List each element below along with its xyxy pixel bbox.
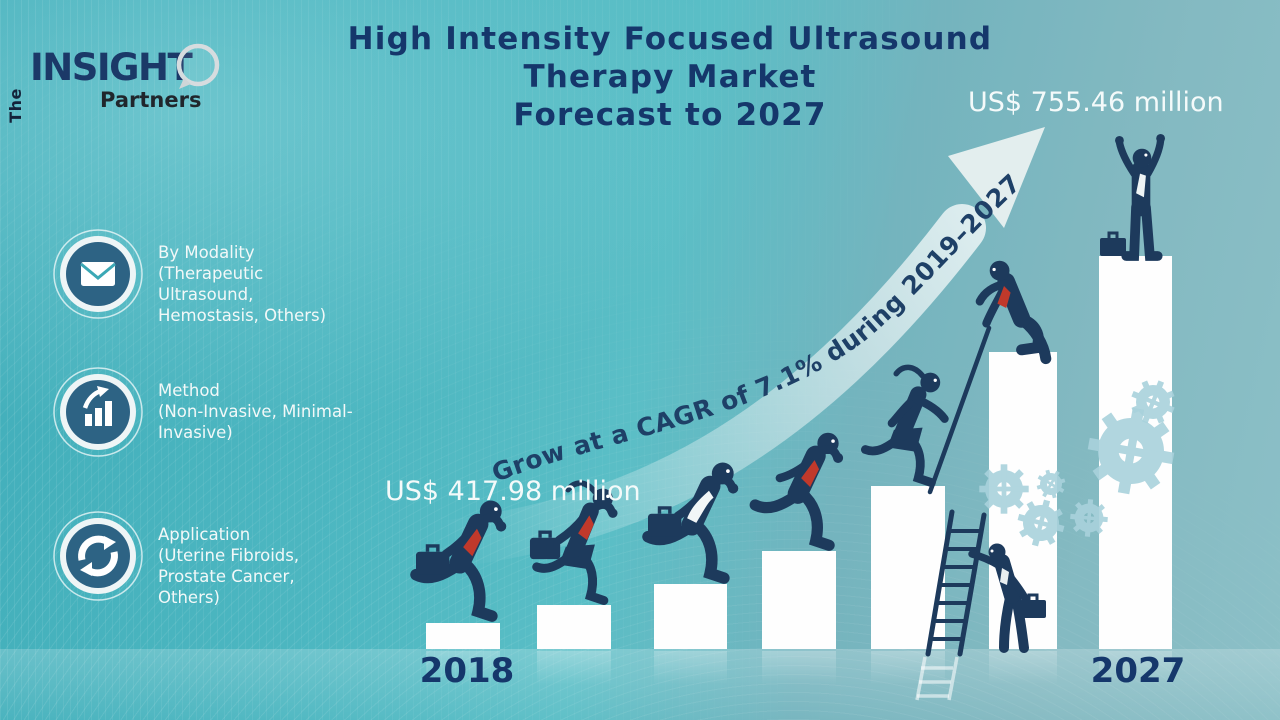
title-line-1: High Intensity Focused Ultrasound — [347, 21, 993, 57]
briefcase-icon — [416, 544, 450, 575]
businessman-runner-1 — [410, 500, 507, 622]
growth-chart-icon — [53, 367, 143, 457]
businesswoman-runner — [529, 480, 618, 605]
end-value-label: US$ 755.46 million — [968, 87, 1224, 118]
businessman-runner-3 — [749, 432, 844, 551]
bar — [426, 623, 500, 649]
briefcase-icon — [1020, 593, 1046, 618]
ladder-reflection — [915, 656, 959, 701]
segment-title: Method — [158, 381, 220, 400]
logo-word-partners: Partners — [100, 88, 202, 112]
bar — [654, 584, 727, 649]
red-tie — [578, 515, 594, 541]
arrow-head — [948, 127, 1045, 228]
ladder — [915, 325, 992, 701]
gear-icon — [979, 464, 1028, 513]
red-tie — [997, 286, 1011, 308]
segment-detail: (Non-Invasive, Minimal-Invasive) — [158, 402, 353, 442]
segment-label: By Modality (Therapeutic Ultrasound, Hem… — [158, 228, 340, 326]
page-title: High Intensity Focused Ultrasound Therap… — [220, 20, 1120, 134]
businesswoman-runner-2 — [860, 364, 949, 487]
ponytail — [893, 364, 926, 379]
growth-arrow — [416, 127, 1045, 569]
climbing-pole — [927, 325, 992, 495]
segment-label: Application (Uterine Fibroids, Prostate … — [158, 510, 346, 608]
segment-label: Method (Non-Invasive, Minimal-Invasive) — [158, 366, 390, 443]
bar — [762, 551, 836, 649]
bar — [537, 605, 611, 649]
title-line-3: Forecast to 2027 — [513, 97, 827, 133]
segment-title: By Modality — [158, 243, 255, 262]
segment-item-method: Method (Non-Invasive, Minimal-Invasive) — [52, 366, 390, 458]
businessman-runner-2 — [642, 462, 739, 584]
magnifier-icon — [176, 43, 220, 89]
celebrating-businessman — [1115, 133, 1166, 261]
red-tie — [463, 528, 482, 557]
white-tie — [1000, 568, 1009, 585]
logo-word-insight: INSIGHT — [30, 46, 193, 89]
end-year-label: 2027 — [1091, 651, 1186, 691]
briefcase-icon — [1100, 231, 1126, 256]
logo-word-the: The — [5, 88, 25, 123]
title-line-2: Therapy Market — [523, 59, 817, 95]
start-value-label: US$ 417.98 million — [385, 476, 641, 507]
white-tie — [1136, 173, 1146, 198]
start-year-label: 2018 — [420, 651, 515, 691]
circular-arrows-icon — [53, 511, 143, 601]
briefcase-icon — [648, 506, 682, 537]
briefcase-icon — [529, 530, 561, 560]
ladder-holding-businessman — [968, 543, 1046, 653]
ponytail — [565, 480, 598, 495]
bar-reflections — [426, 651, 1172, 685]
segment-item-application: Application (Uterine Fibroids, Prostate … — [52, 510, 346, 608]
insight-partners-logo: The INSIGHT Partners — [5, 38, 228, 126]
white-tie — [687, 490, 714, 523]
segment-item-modality: By Modality (Therapeutic Ultrasound, Hem… — [52, 228, 340, 326]
red-tie — [801, 460, 820, 488]
climbing-businessman — [975, 260, 1052, 365]
segment-detail: (Uterine Fibroids, Prostate Cancer, Othe… — [158, 546, 300, 607]
floor-reflection-band — [0, 649, 1280, 720]
segment-title: Application — [158, 525, 251, 544]
envelope-icon — [53, 229, 143, 319]
segment-detail: (Therapeutic Ultrasound, Hemostasis, Oth… — [158, 264, 327, 325]
